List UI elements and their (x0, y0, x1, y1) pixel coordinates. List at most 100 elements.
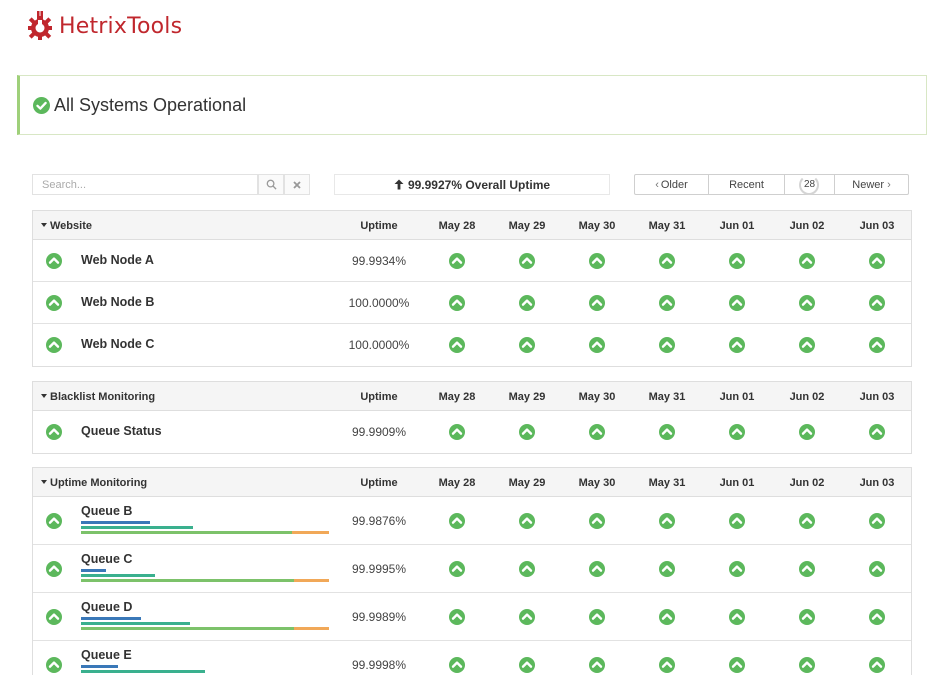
monitor-name[interactable]: Web Node B (81, 295, 155, 309)
day-status-up-icon (449, 657, 465, 673)
monitor-row[interactable]: Queue Status 99.9909% (33, 411, 911, 453)
monitor-row[interactable]: Web Node B 100.0000% (33, 282, 911, 324)
day-status-up-icon (869, 295, 885, 311)
status-up-icon (46, 561, 62, 577)
day-status-up-icon (869, 424, 885, 440)
caret-down-icon (41, 223, 47, 227)
search-input[interactable]: Search... (32, 174, 258, 195)
monitor-row[interactable]: Queue D 99.9989% (33, 593, 911, 641)
day-column-header: May 30 (578, 391, 616, 403)
monitor-name[interactable]: Queue Status (81, 424, 162, 438)
overall-uptime-text: 99.9927% Overall Uptime (407, 177, 551, 192)
monitor-row[interactable]: Queue E 99.9998% (33, 641, 911, 675)
day-column-header: Jun 03 (859, 220, 895, 232)
newer-label: Newer (852, 178, 885, 191)
response-bar-teal (81, 670, 205, 673)
day-column-header: May 30 (578, 220, 616, 232)
response-bar-orange (294, 579, 329, 582)
close-icon (293, 180, 301, 189)
group-name: Website (41, 220, 92, 232)
response-bar-teal (81, 574, 156, 577)
monitor-name[interactable]: Queue D (81, 600, 133, 614)
day-status-up-icon (799, 513, 815, 529)
monitor-row[interactable]: Queue C 99.9995% (33, 545, 911, 593)
monitor-group: Website Uptime May 28 May 29 May 30 May 31 Jun… (32, 210, 912, 367)
brand-name: HetrixTools (59, 13, 183, 39)
group-header[interactable]: Uptime Monitoring Uptime May 28 May 29 May 3… (33, 467, 911, 497)
monitor-row[interactable]: Web Node A 99.9934% (33, 240, 911, 282)
monitor-name[interactable]: Queue E (81, 648, 132, 662)
arrow-up-icon (394, 179, 404, 190)
toolbar: Search... 99.9927% Overall Uptime ‹ Olde… (32, 174, 912, 196)
day-status-up-icon (519, 561, 535, 577)
day-status-up-icon (869, 561, 885, 577)
day-status-up-icon (589, 657, 605, 673)
older-label: Older (660, 178, 688, 191)
day-status-up-icon (869, 609, 885, 625)
day-status-up-icon (729, 513, 745, 529)
response-time-bars (81, 521, 329, 536)
monitor-name[interactable]: Queue C (81, 552, 133, 566)
refresh-countdown[interactable]: 28 (784, 174, 835, 195)
day-column-header: Jun 01 (719, 391, 755, 403)
group-header[interactable]: Blacklist Monitoring Uptime May 28 May 29 Ma… (33, 381, 911, 411)
monitor-name[interactable]: Web Node A (81, 253, 154, 267)
status-up-icon (46, 424, 62, 440)
group-header[interactable]: Website Uptime May 28 May 29 May 30 May 31 Jun… (33, 210, 911, 240)
group-name-label: Blacklist Monitoring (50, 391, 156, 403)
monitor-name[interactable]: Web Node C (81, 337, 155, 351)
day-status-up-icon (799, 295, 815, 311)
day-status-up-icon (729, 337, 745, 353)
brand-logo[interactable]: HetrixTools (26, 9, 182, 43)
day-status-up-icon (449, 561, 465, 577)
status-up-icon (46, 253, 62, 269)
day-status-up-icon (519, 295, 535, 311)
chevron-right-icon: › (887, 178, 891, 191)
day-column-header: May 29 (508, 391, 546, 403)
clear-search-button[interactable] (284, 174, 310, 195)
monitor-uptime-value: 99.9995% (351, 562, 407, 576)
status-up-icon (46, 295, 62, 311)
response-bar-timeline (81, 579, 329, 582)
search-button[interactable] (258, 174, 284, 195)
day-status-up-icon (449, 424, 465, 440)
day-column-header: May 31 (648, 477, 686, 489)
day-status-up-icon (799, 609, 815, 625)
monitor-row[interactable]: Web Node C 100.0000% (33, 324, 911, 366)
monitor-name[interactable]: Queue B (81, 504, 133, 518)
day-column-header: May 31 (648, 391, 686, 403)
response-bar-timeline (81, 627, 329, 630)
day-column-header: Jun 02 (789, 391, 825, 403)
status-up-icon (46, 513, 62, 529)
recent-label: Recent (729, 178, 764, 191)
monitor-group: Blacklist Monitoring Uptime May 28 May 29 Ma… (32, 381, 912, 454)
day-status-up-icon (589, 561, 605, 577)
response-time-bars (81, 617, 329, 632)
older-button[interactable]: ‹ Older (634, 174, 709, 195)
group-name: Blacklist Monitoring (41, 391, 155, 403)
status-title: All Systems Operational (54, 94, 247, 115)
caret-down-icon (41, 394, 47, 398)
gear-logo-icon (28, 11, 52, 40)
day-status-up-icon (659, 295, 675, 311)
day-status-up-icon (799, 253, 815, 269)
day-column-header: May 29 (508, 477, 546, 489)
day-status-up-icon (519, 253, 535, 269)
check-circle-icon (33, 96, 50, 114)
status-banner: All Systems Operational (17, 75, 927, 135)
recent-button[interactable]: Recent (708, 174, 785, 195)
day-column-header: Jun 02 (789, 477, 825, 489)
response-bar-orange (294, 627, 329, 630)
response-time-bars (81, 569, 329, 584)
day-column-header: Jun 03 (859, 477, 895, 489)
day-column-header: May 30 (578, 477, 616, 489)
day-status-up-icon (869, 253, 885, 269)
newer-button[interactable]: Newer › (834, 174, 909, 195)
day-status-up-icon (729, 253, 745, 269)
day-status-up-icon (659, 609, 675, 625)
day-status-up-icon (449, 513, 465, 529)
monitor-row[interactable]: Queue B 99.9876% (33, 497, 911, 545)
monitor-uptime-value: 99.9998% (351, 658, 407, 672)
response-time-bars (81, 665, 329, 675)
day-status-up-icon (729, 657, 745, 673)
